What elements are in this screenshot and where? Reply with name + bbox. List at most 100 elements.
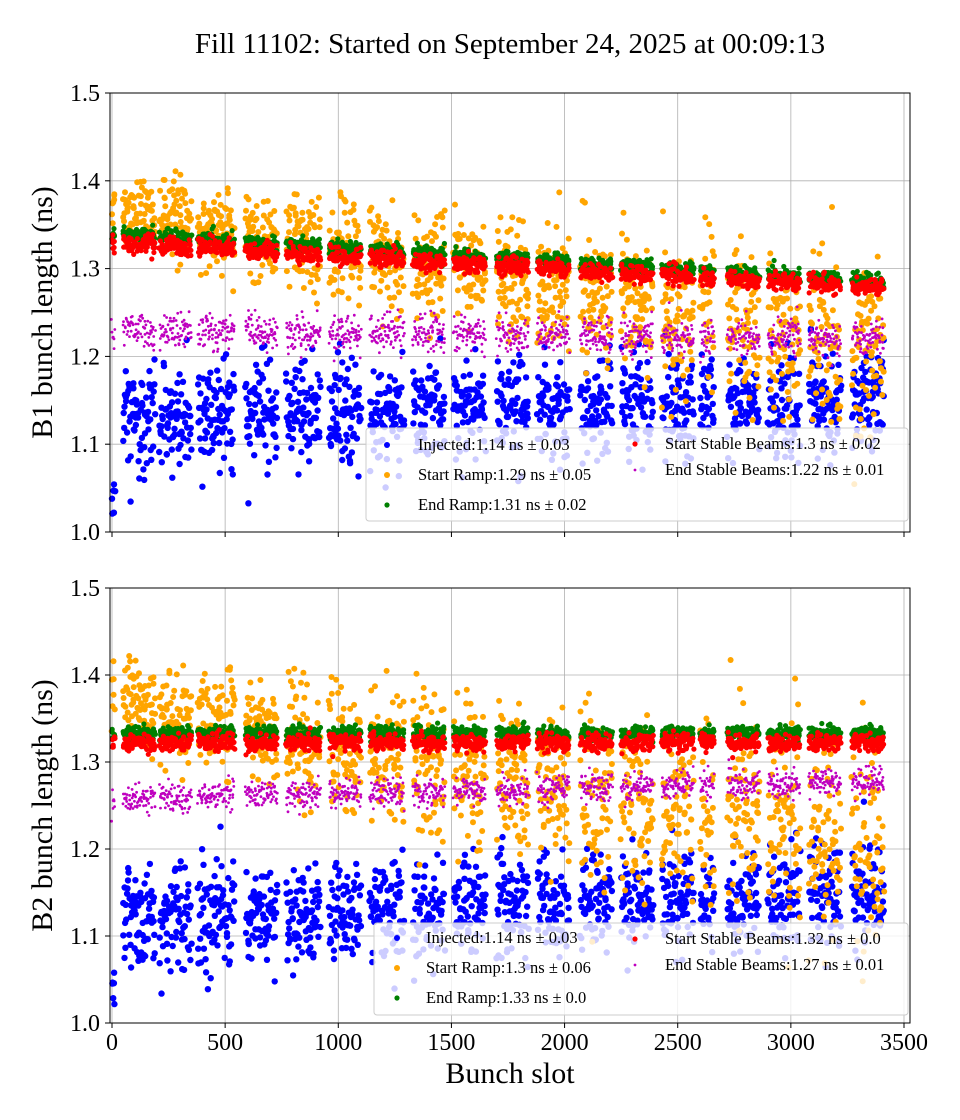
data-point xyxy=(159,415,166,423)
data-point xyxy=(177,219,184,225)
data-point xyxy=(794,416,801,423)
data-point xyxy=(541,361,549,368)
data-point xyxy=(273,444,280,452)
data-point xyxy=(726,315,733,322)
data-point xyxy=(214,250,220,256)
data-point xyxy=(271,208,278,214)
data-point xyxy=(298,426,305,434)
data-point xyxy=(514,394,521,402)
data-point xyxy=(212,429,220,437)
data-point xyxy=(705,405,713,412)
data-point xyxy=(314,300,320,307)
data-point xyxy=(245,196,252,203)
data-point xyxy=(292,374,299,381)
data-point xyxy=(133,401,140,408)
data-point xyxy=(317,383,324,391)
data-point xyxy=(809,359,816,366)
data-point xyxy=(524,398,531,405)
data-point xyxy=(482,263,488,269)
data-point xyxy=(289,425,297,433)
data-point xyxy=(273,389,280,396)
data-point xyxy=(820,378,827,385)
data-point xyxy=(356,302,363,309)
data-point xyxy=(243,395,250,402)
data-point xyxy=(505,368,513,375)
data-point xyxy=(638,393,646,400)
data-point xyxy=(176,203,183,210)
data-point xyxy=(161,433,168,440)
data-point xyxy=(754,406,762,414)
data-point xyxy=(259,224,266,231)
data-point xyxy=(524,415,531,422)
data-point xyxy=(453,244,459,250)
data-point xyxy=(513,318,520,325)
data-point xyxy=(348,449,356,456)
data-point xyxy=(554,383,562,390)
data-point xyxy=(307,384,315,392)
data-point xyxy=(869,367,876,374)
data-point xyxy=(470,416,477,423)
data-point xyxy=(314,371,321,378)
data-point xyxy=(647,277,654,283)
data-point xyxy=(143,394,150,401)
data-point xyxy=(288,445,295,452)
data-point xyxy=(702,255,709,262)
data-point xyxy=(778,362,785,369)
data-point xyxy=(650,270,656,276)
data-point xyxy=(498,392,505,400)
data-point xyxy=(629,263,635,269)
data-point xyxy=(146,367,153,375)
data-point xyxy=(394,281,401,288)
data-point xyxy=(554,374,561,381)
data-point xyxy=(246,440,254,447)
data-point xyxy=(608,258,614,265)
data-point xyxy=(255,392,262,399)
data-point xyxy=(437,422,444,429)
data-point xyxy=(552,283,559,290)
data-point xyxy=(465,392,472,400)
data-point xyxy=(481,270,488,277)
data-point xyxy=(252,241,258,247)
data-point xyxy=(437,335,444,342)
data-point xyxy=(494,228,501,234)
data-point xyxy=(769,398,777,406)
data-point xyxy=(836,416,843,422)
data-point xyxy=(433,233,439,240)
data-point xyxy=(648,256,654,262)
data-point xyxy=(357,284,364,291)
data-point xyxy=(513,418,520,425)
data-point xyxy=(384,284,391,291)
data-point xyxy=(357,415,364,423)
data-point xyxy=(668,399,675,407)
data-point xyxy=(849,411,857,418)
data-point xyxy=(649,283,656,290)
data-point xyxy=(121,224,127,230)
data-point xyxy=(663,393,670,400)
data-point xyxy=(395,390,403,397)
data-point xyxy=(246,400,253,408)
data-point xyxy=(150,231,156,237)
data-point xyxy=(157,187,164,194)
data-point xyxy=(286,283,293,290)
data-point xyxy=(595,413,602,420)
data-point xyxy=(136,475,143,482)
data-point xyxy=(347,424,354,431)
data-point xyxy=(582,287,588,294)
data-point xyxy=(314,276,321,283)
data-point xyxy=(643,307,650,314)
b1-panel: 1.01.11.21.31.41.5B1 bunch length (ns)In… xyxy=(26,81,911,546)
data-point xyxy=(310,212,317,218)
data-point xyxy=(391,408,398,415)
data-point xyxy=(156,448,163,456)
data-point xyxy=(504,413,512,421)
data-point xyxy=(426,287,433,294)
data-point xyxy=(368,204,375,211)
data-point xyxy=(335,268,341,275)
data-point xyxy=(140,217,147,224)
data-point xyxy=(244,416,251,423)
data-point xyxy=(229,228,235,234)
data-point xyxy=(663,308,670,315)
data-point xyxy=(690,411,697,418)
data-point xyxy=(439,214,446,221)
